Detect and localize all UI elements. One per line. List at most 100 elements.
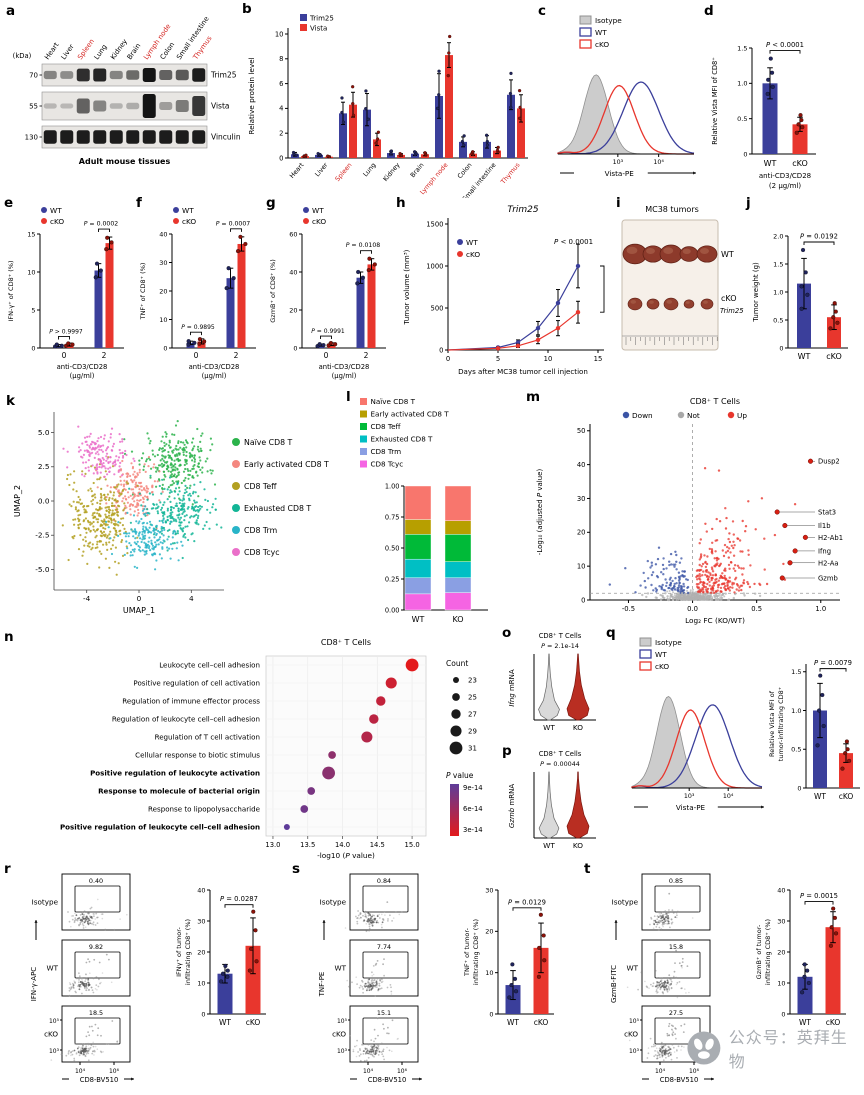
svg-text:Naïve CD8 T: Naïve CD8 T — [371, 397, 416, 406]
svg-text:WT: WT — [182, 206, 194, 215]
svg-text:Trim25: Trim25 — [309, 15, 334, 23]
svg-text:0: 0 — [62, 351, 67, 360]
til-vista-canvas: Isotype WT cKO 10³ 10⁴ Vista-PE Relative Vista… — [631, 637, 860, 812]
svg-text:Ifng mRNA: Ifng mRNA — [508, 669, 516, 707]
svg-text:0.40: 0.40 — [89, 877, 103, 885]
svg-text:H2-Aa: H2-Aa — [818, 559, 839, 567]
svg-text:cKO: cKO — [655, 662, 669, 671]
svg-text:27.5: 27.5 — [669, 1009, 683, 1017]
svg-text:0: 0 — [779, 344, 783, 352]
svg-text:TNF-PE: TNF-PE — [318, 972, 326, 998]
svg-text:1.5: 1.5 — [737, 44, 747, 52]
svg-text:-log10 (P value): -log10 (P value) — [317, 851, 375, 860]
svg-text:cKO: cKO — [595, 40, 609, 49]
stacked-bar-canvas: Naïve CD8 T Early activated CD8 T CD8 Teff… — [360, 397, 488, 624]
panel-f-tnf-bar: f 0 10 20 30 40 WT cKO TNF⁺ of CD8⁺ (%) P = 0.00… — [136, 196, 266, 390]
svg-text:Regulation of leukocyte cell–c: Regulation of leukocyte cell–cell adhesi… — [112, 715, 260, 724]
svg-text:Early activated CD8 T: Early activated CD8 T — [244, 460, 329, 469]
svg-text:Heart: Heart — [288, 161, 306, 180]
svg-text:20: 20 — [577, 529, 586, 537]
svg-text:10: 10 — [197, 979, 205, 987]
svg-text:Brain: Brain — [409, 161, 426, 179]
svg-text:Adult mouse tissues: Adult mouse tissues — [79, 157, 171, 166]
svg-text:Gzmb mRNA: Gzmb mRNA — [508, 784, 516, 829]
svg-text:-2.5: -2.5 — [35, 531, 49, 540]
svg-text:cKO: cKO — [839, 792, 854, 801]
svg-text:10: 10 — [777, 979, 785, 987]
svg-text:10: 10 — [275, 30, 284, 38]
svg-text:CD8⁺ T Cells: CD8⁺ T Cells — [539, 750, 582, 758]
svg-text:GzmB⁺ of CD8⁺ (%): GzmB⁺ of CD8⁺ (%) — [269, 259, 277, 323]
svg-text:0: 0 — [489, 1010, 493, 1018]
svg-text:CD8⁺ T Cells: CD8⁺ T Cells — [690, 397, 740, 406]
svg-text:anti-CD3/CD28: anti-CD3/CD28 — [57, 363, 108, 371]
svg-text:CD8 Trm: CD8 Trm — [371, 447, 402, 456]
svg-text:P < 0.0001: P < 0.0001 — [766, 41, 804, 49]
svg-text:50: 50 — [577, 427, 586, 435]
svg-text:0: 0 — [279, 154, 283, 162]
svg-text:40: 40 — [159, 230, 167, 238]
svg-text:27: 27 — [468, 711, 477, 719]
svg-text:UMAP_1: UMAP_1 — [123, 606, 155, 615]
svg-text:55: 55 — [29, 102, 38, 110]
svg-text:15.0: 15.0 — [405, 841, 420, 849]
svg-text:10⁶: 10⁶ — [689, 1068, 700, 1075]
ifng-flow-canvas: IFN-γ-APC Isotype 0.40 WT 9.82 cKO 18.5 10⁵ 10³ 1… — [30, 873, 266, 1084]
svg-text:10⁵: 10⁵ — [49, 1018, 60, 1025]
svg-text:5: 5 — [496, 355, 500, 363]
svg-text:9e-14: 9e-14 — [463, 784, 483, 792]
svg-text:CD8⁺ T Cells: CD8⁺ T Cells — [539, 632, 582, 640]
gzmb-violin-canvas: CD8⁺ T Cells P = 0.00044 WT KO Gzmb mRNA — [508, 750, 596, 850]
svg-text:Response to molecule of bacter: Response to molecule of bacterial origin — [98, 787, 260, 796]
svg-text:Count: Count — [446, 659, 468, 668]
svg-text:Vista: Vista — [310, 25, 327, 33]
panel-j-tumor-weight-bar: j 0 0.5 1.0 1.5 2.0 Tumor weight (g) P = 0.019… — [746, 196, 860, 390]
svg-text:Trim25: Trim25 — [720, 307, 744, 315]
svg-text:Positive regulation of cell ac: Positive regulation of cell activation — [133, 679, 260, 688]
panel-o-ifng-violin: o CD8⁺ T Cells P = 2.1e-14 WT KO Ifng mRNA — [502, 625, 604, 744]
svg-text:P = 0.0108: P = 0.0108 — [346, 242, 381, 249]
svg-text:10⁴: 10⁴ — [363, 1068, 374, 1075]
svg-text:cKO: cKO — [44, 1030, 58, 1039]
svg-text:Tumor weight (g): Tumor weight (g) — [752, 262, 760, 323]
svg-text:Vista-PE: Vista-PE — [676, 803, 706, 812]
svg-text:WT: WT — [466, 238, 478, 247]
svg-text:Isotype: Isotype — [612, 898, 639, 907]
svg-text:Trim25: Trim25 — [507, 205, 538, 215]
svg-text:P = 0.0129: P = 0.0129 — [508, 898, 546, 906]
svg-text:20: 20 — [197, 948, 205, 956]
svg-text:GzmB-FITC: GzmB-FITC — [610, 965, 618, 1003]
svg-text:5.0: 5.0 — [38, 428, 50, 437]
svg-text:-0.5: -0.5 — [622, 605, 635, 613]
svg-text:1.0: 1.0 — [773, 288, 783, 296]
panel-letter-o: o — [502, 625, 512, 641]
svg-text:15: 15 — [594, 355, 603, 363]
svg-text:WT: WT — [412, 615, 425, 624]
svg-text:Trim25: Trim25 — [210, 71, 237, 80]
svg-text:H2-Ab1: H2-Ab1 — [818, 534, 843, 542]
svg-text:20: 20 — [777, 948, 785, 956]
svg-text:CD8 Teff: CD8 Teff — [371, 422, 402, 431]
svg-text:10³: 10³ — [337, 1048, 348, 1055]
svg-text:30: 30 — [159, 259, 167, 267]
panel-i-tumor-photo: i MC38 tumors WT cKO Trim25 — [616, 195, 744, 388]
svg-text:0: 0 — [581, 596, 585, 604]
svg-text:P = 0.9991: P = 0.9991 — [311, 328, 345, 335]
svg-text:(μg/ml): (μg/ml) — [332, 372, 357, 380]
panel-e-ifng-bar: e 0 5 10 15 WT cKO IFN-γ⁺ of CD8⁺ (%) P = 0.000… — [4, 196, 134, 390]
svg-text:P = 0.0015: P = 0.0015 — [800, 892, 838, 900]
svg-text:10⁴: 10⁴ — [723, 793, 734, 800]
svg-text:15: 15 — [27, 230, 35, 238]
svg-text:Response to lipopolysaccharide: Response to lipopolysaccharide — [148, 805, 260, 814]
panel-letter-i: i — [616, 195, 621, 211]
svg-text:(2 μg/ml): (2 μg/ml) — [769, 182, 801, 190]
svg-text:Relative Vista MFI of CD8⁺: Relative Vista MFI of CD8⁺ — [711, 57, 719, 145]
svg-text:Lung: Lung — [93, 43, 109, 61]
svg-text:Down: Down — [632, 411, 653, 420]
svg-text:0: 0 — [743, 150, 747, 158]
svg-text:0: 0 — [324, 351, 329, 360]
svg-text:Up: Up — [737, 411, 747, 420]
svg-text:10⁴: 10⁴ — [75, 1068, 86, 1075]
svg-text:cKO: cKO — [534, 1018, 549, 1027]
svg-text:130: 130 — [25, 133, 38, 141]
